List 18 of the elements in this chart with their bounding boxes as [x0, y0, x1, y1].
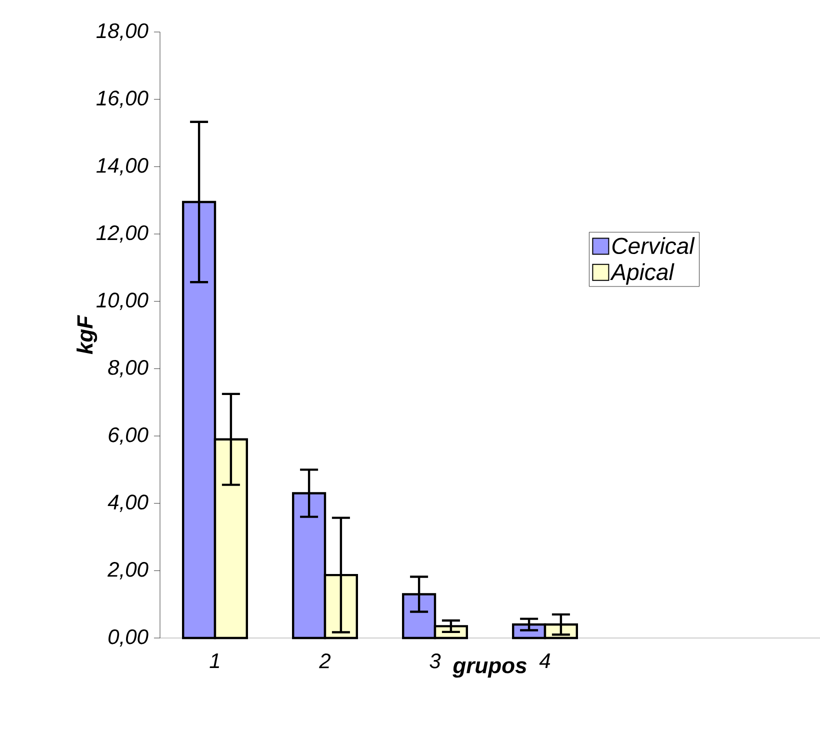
y-tick-label: 0,00 [108, 629, 148, 647]
x-tick-label: 2 [319, 654, 331, 668]
legend-label: Apical [610, 263, 674, 285]
y-tick-label: 12,00 [96, 225, 148, 243]
y-tick-label: 14,00 [96, 158, 148, 176]
y-axis-title: kgF [76, 314, 98, 354]
y-tick-label: 18,00 [96, 23, 148, 41]
y-tick-label: 10,00 [96, 292, 148, 310]
x-tick-label: 1 [210, 654, 220, 668]
y-tick-label: 4,00 [108, 494, 148, 512]
legend-label: Cervical [612, 237, 695, 254]
x-axis-title: grupos [452, 661, 527, 678]
y-tick-label: 8,00 [108, 360, 148, 378]
y-tick-label: 2,00 [107, 562, 148, 580]
x-tick-label: 4 [539, 654, 550, 668]
x-tick-label: 3 [430, 654, 441, 668]
y-tick-label: 6,00 [108, 427, 148, 445]
y-tick-label: 16,00 [96, 90, 148, 108]
